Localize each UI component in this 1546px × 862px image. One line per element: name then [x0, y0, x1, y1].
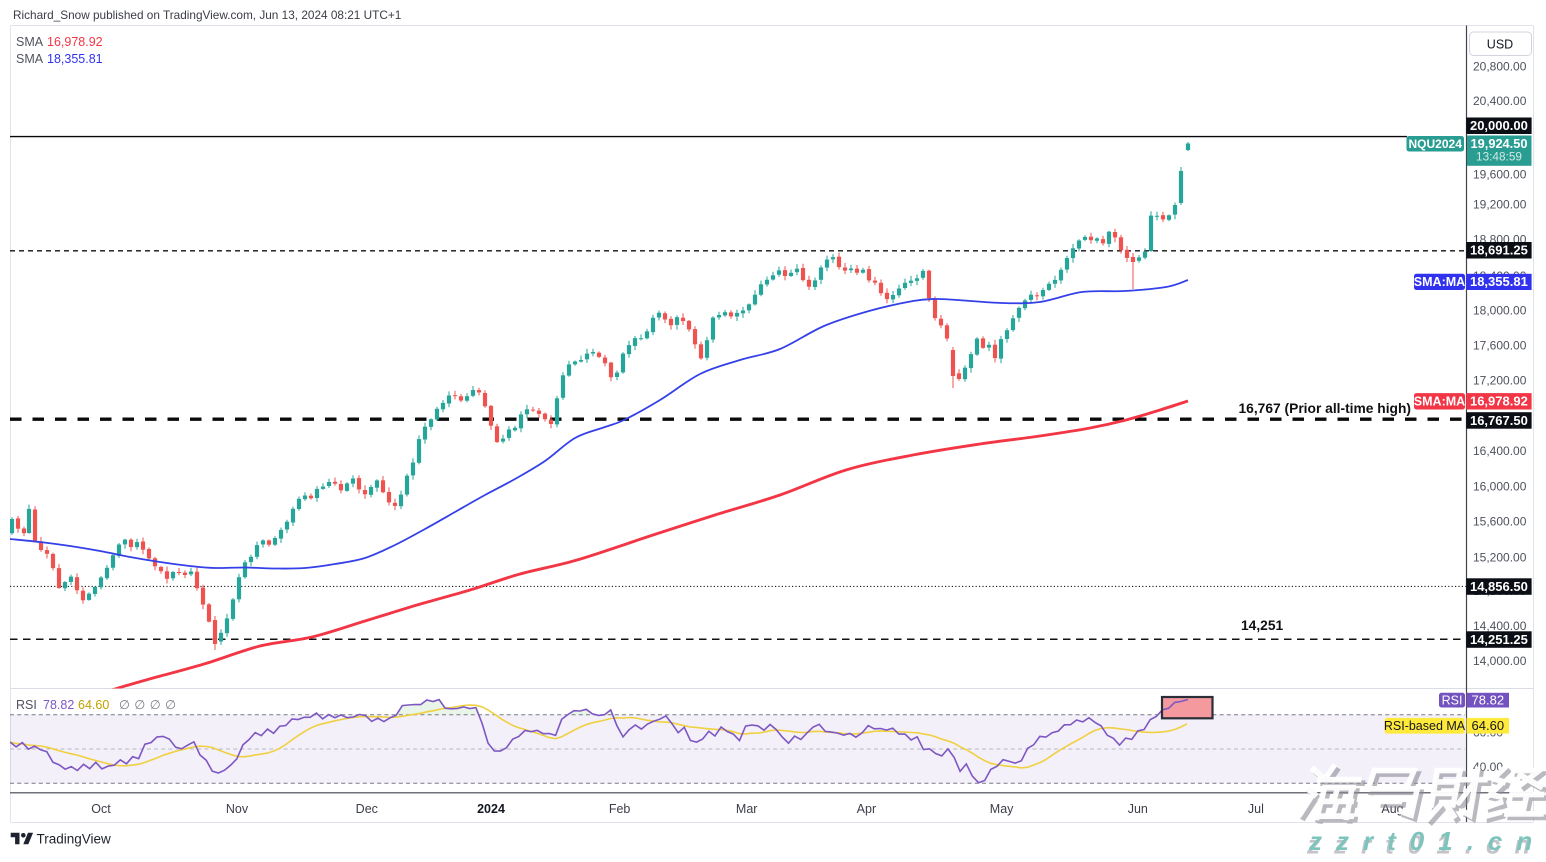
- svg-text:15,600.00: 15,600.00: [1473, 514, 1527, 528]
- svg-text:16,767 (Prior all-time high): 16,767 (Prior all-time high): [1238, 401, 1411, 416]
- svg-text:14,000.00: 14,000.00: [1473, 654, 1527, 668]
- svg-text:Feb: Feb: [609, 802, 631, 816]
- svg-text:Nov: Nov: [226, 802, 249, 816]
- svg-text:19,924.50: 19,924.50: [1471, 136, 1528, 151]
- svg-text:zzrt01.cn: zzrt01.cn: [1306, 830, 1544, 858]
- svg-text:RSI-based MA: RSI-based MA: [1384, 719, 1466, 733]
- svg-text:May: May: [990, 802, 1014, 816]
- svg-text:TradingView: TradingView: [37, 832, 112, 847]
- svg-text:16,000.00: 16,000.00: [1473, 480, 1527, 494]
- svg-text:20,000.00: 20,000.00: [1470, 118, 1528, 133]
- svg-text:16,978.92: 16,978.92: [47, 35, 103, 49]
- svg-text:∅∅∅∅: ∅∅∅∅: [119, 698, 181, 712]
- svg-text:NQU2024: NQU2024: [1409, 137, 1463, 151]
- svg-text:14,251: 14,251: [1241, 618, 1284, 633]
- svg-text:Jun: Jun: [1128, 802, 1148, 816]
- svg-text:SMA: SMA: [16, 35, 44, 49]
- svg-text:Richard_Snow published on Trad: Richard_Snow published on TradingView.co…: [13, 8, 401, 22]
- svg-text:13:48:59: 13:48:59: [1476, 149, 1522, 163]
- svg-text:64.60: 64.60: [1472, 718, 1505, 733]
- svg-text:USD: USD: [1487, 38, 1513, 52]
- svg-text:16,767.50: 16,767.50: [1470, 413, 1528, 428]
- svg-text:zzrt01.cn: zzrt01.cn: [1308, 826, 1546, 856]
- svg-text:78.82: 78.82: [43, 698, 74, 712]
- svg-text:RSI: RSI: [16, 698, 37, 712]
- svg-text:SMA:MA: SMA:MA: [1414, 275, 1465, 289]
- svg-text:18,355.81: 18,355.81: [1470, 274, 1528, 289]
- svg-text:Jul: Jul: [1248, 802, 1264, 816]
- svg-text:Apr: Apr: [857, 802, 876, 816]
- svg-text:20,800.00: 20,800.00: [1473, 60, 1527, 74]
- svg-text:Oct: Oct: [91, 802, 111, 816]
- svg-text:18,691.25: 18,691.25: [1470, 243, 1528, 258]
- svg-text:SMA: SMA: [16, 52, 44, 66]
- svg-text:78.82: 78.82: [1472, 692, 1505, 707]
- svg-text:RSI: RSI: [1442, 693, 1463, 707]
- svg-text:Mar: Mar: [736, 802, 758, 816]
- svg-text:19,600.00: 19,600.00: [1473, 167, 1527, 181]
- svg-text:16,400.00: 16,400.00: [1473, 444, 1527, 458]
- svg-text:18,355.81: 18,355.81: [47, 52, 103, 66]
- svg-text:17,600.00: 17,600.00: [1473, 339, 1527, 353]
- svg-text:17,200.00: 17,200.00: [1473, 373, 1527, 387]
- svg-text:64.60: 64.60: [78, 698, 109, 712]
- svg-text:Dec: Dec: [356, 802, 378, 816]
- svg-text:16,978.92: 16,978.92: [1470, 394, 1528, 409]
- svg-text:2024: 2024: [477, 802, 505, 816]
- svg-text:14,251.25: 14,251.25: [1470, 632, 1528, 647]
- svg-text:20,400.00: 20,400.00: [1473, 94, 1527, 108]
- svg-text:14,856.50: 14,856.50: [1470, 579, 1528, 594]
- svg-text:18,000.00: 18,000.00: [1473, 304, 1527, 318]
- svg-text:14,400.00: 14,400.00: [1473, 619, 1527, 633]
- svg-text:19,200.00: 19,200.00: [1473, 198, 1527, 212]
- svg-text:15,200.00: 15,200.00: [1473, 550, 1527, 564]
- svg-text:SMA:MA: SMA:MA: [1414, 395, 1465, 409]
